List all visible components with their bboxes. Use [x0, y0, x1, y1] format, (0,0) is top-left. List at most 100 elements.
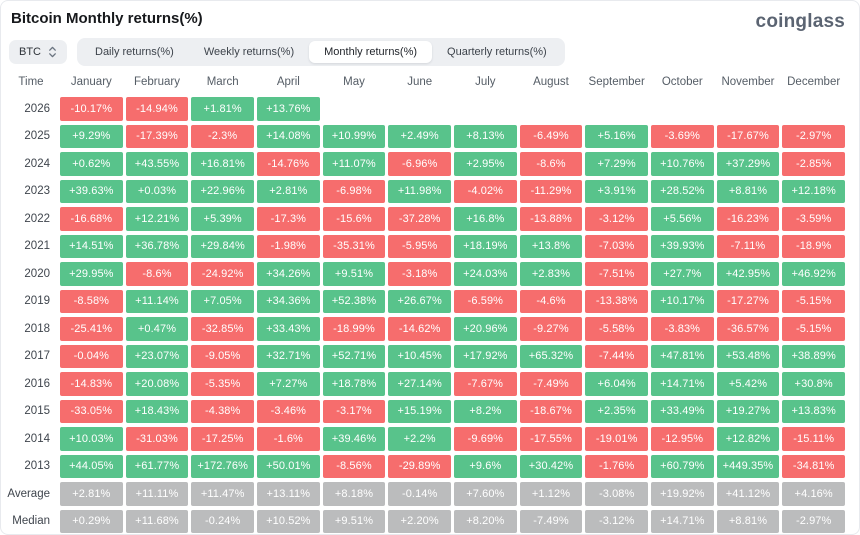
row-label-2026: 2026 [24, 102, 50, 115]
table-row-2025: 2025 +9.29% -17.39% -2.3% +14.08% +10.99% +2.4… [5, 124, 845, 148]
table-cell-2013-march: +172.76% [191, 454, 254, 478]
tab-weekly-returns[interactable]: Weekly returns(%) [189, 41, 309, 63]
coin-selector-button[interactable]: BTC [9, 40, 67, 64]
table-cell-2013-april: +50.01% [257, 454, 320, 478]
table-cell-average-october: +19.92% [651, 482, 714, 506]
table-cell-2021-may: -35.31% [322, 234, 386, 258]
table-cell-2018-july: +20.96% [454, 317, 517, 341]
table-cell-2024-january: +0.62% [60, 152, 123, 176]
table-cell-2020-august: +2.83% [519, 262, 583, 286]
table-cell-2024-may: +11.07% [322, 152, 386, 176]
table-cell-2020-december: +46.92% [782, 262, 845, 286]
row-label-2025: 2025 [24, 130, 50, 143]
column-header-august: August [533, 76, 569, 88]
table-cell-2015-august: -18.67% [519, 399, 583, 423]
table-cell-2023-december: +12.18% [782, 179, 845, 203]
tab-daily-returns[interactable]: Daily returns(%) [80, 41, 189, 63]
table-cell-2025-may: +10.99% [322, 124, 386, 148]
table-cell-2014-october: -12.95% [651, 427, 714, 451]
table-cell-2014-april: -1.6% [257, 427, 320, 451]
row-label-median: Median [12, 515, 50, 528]
table-cell-2026-august [520, 97, 583, 121]
table-cell-2020-june: -3.18% [388, 262, 451, 286]
table-cell-2017-october: +47.81% [651, 344, 714, 368]
table-cell-2020-february: -8.6% [125, 262, 189, 286]
table-cell-2025-january: +9.29% [60, 124, 123, 148]
table-cell-2016-july: -7.67% [454, 372, 517, 396]
table-cell-2025-december: -2.97% [782, 124, 845, 148]
table-cell-2018-december: -5.15% [782, 317, 845, 341]
table-cell-average-march: +11.47% [191, 482, 254, 506]
table-row-2024: 2024 +0.62% +43.55% +16.81% -14.76% +11.07% -6… [5, 152, 845, 176]
table-cell-median-november: +8.81% [716, 509, 780, 533]
table-cell-2013-december: -34.81% [782, 454, 845, 478]
table-cell-2017-september: -7.44% [585, 344, 648, 368]
table-cell-2024-july: +2.95% [454, 152, 517, 176]
table-cell-2016-november: +5.42% [716, 372, 780, 396]
page-title: Bitcoin Monthly returns(%) [11, 10, 203, 27]
table-cell-2026-february: -14.94% [125, 97, 189, 121]
table-cell-2021-december: -18.9% [782, 234, 845, 258]
table-cell-2022-june: -37.28% [388, 207, 451, 231]
table-cell-2019-may: +52.38% [322, 289, 386, 313]
table-cell-2021-october: +39.93% [651, 234, 714, 258]
table-cell-2025-april: +14.08% [257, 124, 320, 148]
table-cell-2018-august: -9.27% [519, 317, 583, 341]
page-header: Bitcoin Monthly returns(%) coinglass [1, 1, 859, 31]
table-cell-2014-may: +39.46% [322, 427, 386, 451]
table-cell-average-may: +8.18% [322, 482, 386, 506]
table-cell-2025-february: -17.39% [125, 124, 189, 148]
table-cell-2015-january: -33.05% [60, 399, 123, 423]
table-cell-2018-september: -5.58% [585, 317, 648, 341]
table-cell-2018-january: -25.41% [60, 317, 123, 341]
tab-monthly-returns[interactable]: Monthly returns(%) [309, 41, 433, 63]
table-cell-2026-january: -10.17% [60, 97, 123, 121]
table-cell-2013-may: -8.56% [322, 454, 386, 478]
table-cell-2025-june: +2.49% [388, 124, 451, 148]
table-cell-2014-august: -17.55% [519, 427, 583, 451]
table-cell-2023-august: -11.29% [519, 179, 583, 203]
table-cell-average-september: -3.08% [585, 482, 648, 506]
table-cell-average-august: +1.12% [519, 482, 583, 506]
table-cell-median-april: +10.52% [257, 509, 320, 533]
table-cell-2022-july: +16.8% [454, 207, 517, 231]
table-row-2016: 2016 -14.83% +20.08% -5.35% +7.27% +18.78% +27… [5, 372, 845, 396]
returns-tabs: Daily returns(%) Weekly returns(%) Monthly… [77, 38, 565, 66]
table-cell-2014-november: +12.82% [716, 427, 780, 451]
tab-quarterly-returns[interactable]: Quarterly returns(%) [432, 41, 562, 63]
table-cell-2023-may: -6.98% [322, 179, 386, 203]
column-header-september: September [588, 76, 645, 88]
row-label-2015: 2015 [24, 405, 50, 418]
table-cell-2014-december: -15.11% [782, 427, 845, 451]
table-cell-2013-november: +449.35% [716, 454, 780, 478]
table-cell-2017-november: +53.48% [716, 344, 780, 368]
row-label-2013: 2013 [24, 460, 50, 473]
table-cell-2013-august: +30.42% [519, 454, 583, 478]
table-cell-median-january: +0.29% [60, 509, 123, 533]
table-cell-2016-january: -14.83% [60, 372, 123, 396]
table-cell-2014-march: -17.25% [191, 427, 254, 451]
table-cell-2024-february: +43.55% [125, 152, 189, 176]
table-cell-2020-july: +24.03% [454, 262, 517, 286]
column-header-december: December [787, 76, 841, 88]
column-header-time: Time [18, 76, 44, 88]
table-cell-2016-april: +7.27% [257, 372, 320, 396]
table-cell-2014-february: -31.03% [125, 427, 189, 451]
table-cell-2017-may: +52.71% [322, 344, 386, 368]
row-label-2024: 2024 [24, 157, 50, 170]
table-cell-2024-november: +37.29% [716, 152, 780, 176]
table-cell-2019-december: -5.15% [782, 289, 845, 313]
table-cell-2021-january: +14.51% [60, 234, 123, 258]
table-cell-2021-november: -7.11% [716, 234, 780, 258]
table-cell-median-march: -0.24% [191, 509, 254, 533]
table-cell-2019-september: -13.38% [585, 289, 648, 313]
table-cell-2023-april: +2.81% [257, 179, 320, 203]
table-cell-2018-june: -14.62% [388, 317, 451, 341]
table-cell-2026-december [782, 97, 845, 121]
row-label-2014: 2014 [24, 432, 50, 445]
table-cell-2025-august: -6.49% [519, 124, 583, 148]
column-header-may: May [343, 76, 365, 88]
table-cell-2015-october: +33.49% [651, 399, 714, 423]
table-row-median: Median +0.29% +11.68% -0.24% +10.52% +9.51% +2… [5, 509, 845, 533]
table-row-2022: 2022 -16.68% +12.21% +5.39% -17.3% -15.6% -37.… [5, 207, 845, 231]
